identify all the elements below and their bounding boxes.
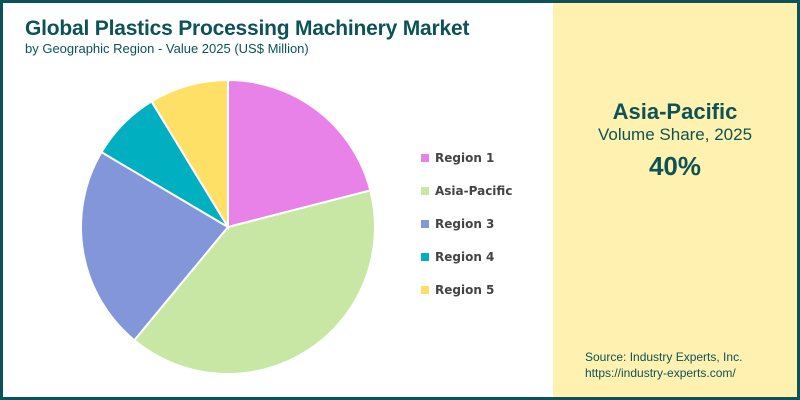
legend-label: Region 4 xyxy=(435,249,495,264)
legend-item: Region 3 xyxy=(421,207,512,240)
legend-item: Region 4 xyxy=(421,240,512,273)
legend-label: Region 5 xyxy=(435,282,495,297)
chart-subtitle: by Geographic Region - Value 2025 (US$ M… xyxy=(25,41,309,56)
highlight-panel: Asia-Pacific Volume Share, 2025 40% Sour… xyxy=(553,3,797,397)
highlight-value: 40% xyxy=(648,151,702,181)
chart-legend: Region 1 Asia-Pacific Region 3 Region 4 Regi… xyxy=(421,141,512,306)
source-link[interactable]: https://industry-experts.com/ xyxy=(585,366,736,380)
legend-label: Region 3 xyxy=(435,216,495,231)
chart-area: Global Plastics Processing Machinery Mar… xyxy=(3,3,553,397)
pie-slice-region-5 xyxy=(150,78,229,231)
legend-item: Region 5 xyxy=(421,273,512,306)
legend-swatch-icon xyxy=(421,285,429,294)
legend-label: Region 1 xyxy=(435,150,495,165)
source-text: Source: Industry Experts, Inc. xyxy=(585,350,743,364)
pie-slice-region-1 xyxy=(227,78,372,229)
legend-item: Asia-Pacific xyxy=(421,174,512,207)
legend-item: Region 1 xyxy=(421,141,512,174)
legend-swatch-icon xyxy=(421,219,429,228)
pie-slice-region-3 xyxy=(80,150,230,342)
legend-label: Asia-Pacific xyxy=(435,183,513,198)
highlight-region: Asia-Pacific xyxy=(612,99,738,124)
chart-title: Global Plastics Processing Machinery Mar… xyxy=(25,17,470,40)
legend-swatch-icon xyxy=(421,252,429,261)
pie-slice-asia-pacific xyxy=(132,189,376,375)
source-note: Source: Industry Experts, Inc. https://i… xyxy=(585,349,742,381)
legend-swatch-icon xyxy=(421,153,429,162)
legend-swatch-icon xyxy=(421,186,429,195)
pie-chart xyxy=(80,78,376,375)
highlight-label: Volume Share, 2025 xyxy=(597,125,753,144)
